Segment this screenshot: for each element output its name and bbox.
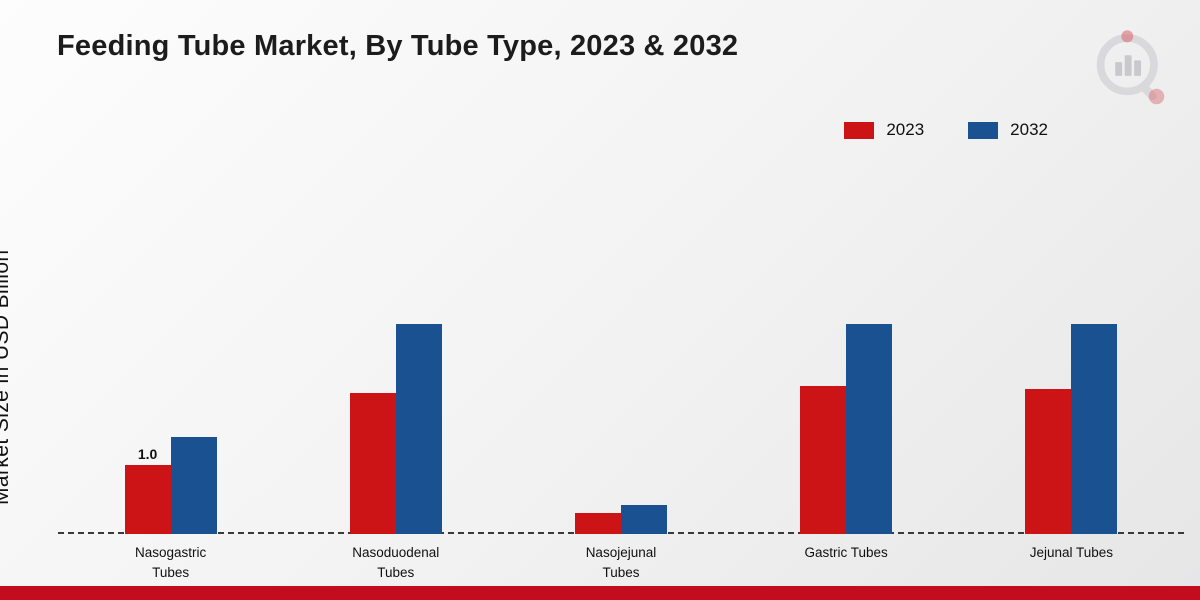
legend-item-2023: 2023 [844, 120, 924, 140]
chart-title: Feeding Tube Market, By Tube Type, 2023 … [57, 30, 739, 62]
category-label-3: Nasojejunal Tubes [585, 545, 657, 580]
bar-2023-nasojejunal-tubes [574, 513, 621, 534]
bar-pair [574, 505, 667, 534]
bar-2023-gastric-tubes [800, 386, 847, 534]
bar-2032-nasogastric-tubes [170, 437, 217, 534]
legend: 2023 2032 [844, 120, 1048, 140]
category-label-5: Jejunal Tubes [1029, 545, 1113, 560]
legend-label-2023: 2023 [886, 120, 925, 139]
bar-2032-nasoduodenal-tubes [395, 324, 442, 534]
bar-pair [1025, 324, 1118, 534]
category-label-1: Nasogastric Tubes [134, 545, 207, 580]
bar-group-5: Jejunal Tubes [1016, 324, 1126, 586]
bar-groups: 1.0 Nasogastric Tubes Nasoduodenal Tubes Na… [58, 324, 1184, 586]
bar-2032-gastric-tubes [846, 324, 893, 534]
bar-2032-nasojejunal-tubes [620, 505, 667, 534]
category-label-4: Gastric Tubes [804, 545, 888, 560]
bar-pair [349, 324, 442, 534]
bar-2023-nasogastric-tubes [124, 465, 171, 534]
bar-2023-jejunal-tubes [1025, 389, 1072, 534]
bar-group-4: Gastric Tubes [791, 324, 901, 586]
plot-area: 1.0 Nasogastric Tubes Nasoduodenal Tubes Na… [58, 150, 1184, 586]
bar-group-1: 1.0 Nasogastric Tubes [116, 437, 226, 586]
legend-item-2032: 2032 [968, 120, 1048, 140]
bar-pair: 1.0 [124, 437, 217, 534]
legend-label-2032: 2032 [1010, 120, 1048, 139]
legend-swatch-2032 [968, 121, 999, 139]
category-label-2: Nasoduodenal Tubes [352, 545, 440, 580]
bar-2023-nasoduodenal-tubes [349, 393, 396, 534]
bar-group-3: Nasojejunal Tubes [566, 505, 676, 586]
y-axis-label: Market Size in USD Billion [0, 249, 13, 505]
bar-2032-jejunal-tubes [1071, 324, 1118, 534]
bar-value-label: 1.0 [137, 446, 158, 462]
bar-pair [800, 324, 893, 534]
footer-accent-band [0, 586, 1200, 600]
legend-swatch-2023 [844, 121, 875, 139]
bar-group-2: Nasoduodenal Tubes [341, 324, 451, 586]
brand-logo-icon [1086, 26, 1172, 117]
